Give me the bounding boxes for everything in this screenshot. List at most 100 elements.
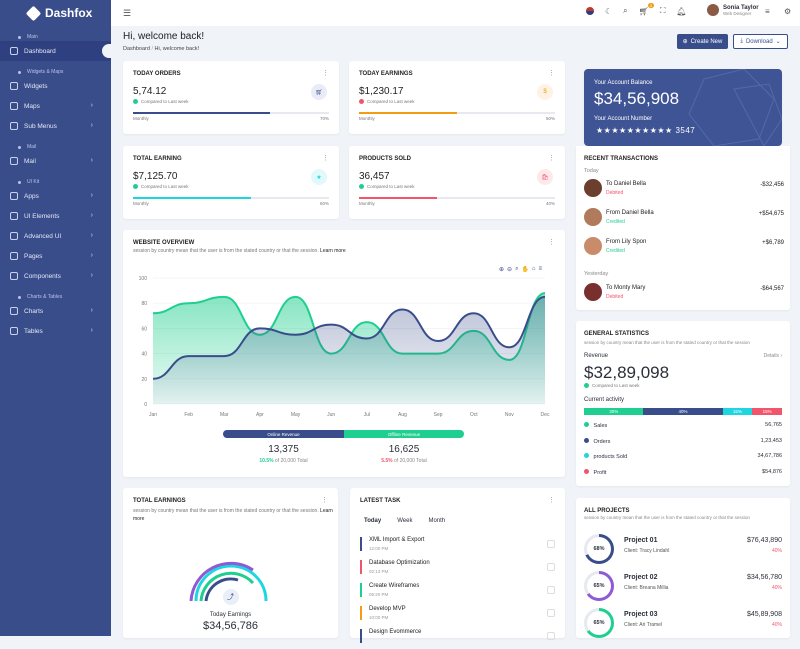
sidebar-item-tables[interactable]: Tables › [0, 321, 111, 341]
sidebar-item-advanced-ui[interactable]: Advanced UI › [0, 226, 111, 246]
sidebar-item-label: Pages [24, 252, 43, 260]
stat-compare-text: Compared to Last week [367, 99, 415, 104]
more-icon[interactable]: ⋮ [548, 239, 555, 246]
more-icon[interactable]: ⋮ [322, 70, 329, 77]
task-item[interactable]: XML Import & Export 12:00 PM [360, 535, 555, 557]
charts-icon [10, 307, 18, 315]
download-button[interactable]: ⤓ Download ⌄ [733, 34, 788, 49]
online-pct: 10.5% [259, 458, 274, 464]
chart-menu-icon[interactable]: ≡ [538, 266, 543, 272]
plus-icon: ⊕ [682, 39, 688, 45]
tab-month[interactable]: Month [428, 518, 446, 524]
create-new-button[interactable]: ⊕ Create New [677, 34, 728, 49]
more-icon[interactable]: ⋮ [548, 155, 555, 162]
transaction-amount: -$64,567 [760, 286, 784, 292]
sidebar-item-charts[interactable]: Charts › [0, 301, 111, 321]
tab-today[interactable]: Today [364, 518, 382, 524]
list-icon[interactable]: ≡ [765, 7, 770, 16]
stat-card: PRODUCTS SOLD ⋮ 36,457 Compared to Last … [349, 146, 565, 219]
sidebar-item-sub-menus[interactable]: Sub Menus › [0, 116, 111, 136]
transaction-name: To Daniel Bella [606, 181, 647, 187]
chevron-right-icon: › [90, 102, 93, 109]
breadcrumb-home[interactable]: Dashboard [123, 46, 150, 52]
project-percent: 40% [771, 548, 782, 554]
projects-title: ALL PROJECTS [584, 508, 630, 514]
website-overview-card: WEBSITE OVERVIEW ⋮ session by country me… [123, 230, 565, 477]
x-tick-label: Jun [327, 412, 335, 418]
activity-segment: 15% [722, 408, 753, 415]
app-logo[interactable]: Dashfox [0, 0, 111, 26]
task-checkbox[interactable] [547, 609, 555, 617]
task-checkbox[interactable] [547, 632, 555, 640]
sidebar-item-widgets[interactable]: Widgets [0, 76, 111, 96]
sidebar-item-maps[interactable]: Maps › [0, 96, 111, 116]
transaction-item[interactable]: To Daniel Bella Debited -$32,456 [584, 179, 784, 201]
cart-icon[interactable]: 🛒︎ 3 [638, 2, 654, 16]
online-revenue-value: 13,375 [268, 444, 299, 455]
zoom-out-icon[interactable]: ⊖ [507, 267, 513, 273]
general-subtitle: session by country mean that the user is… [584, 340, 750, 345]
learn-more-link[interactable]: Learn more [133, 508, 333, 522]
gear-icon[interactable]: ⚙ [784, 7, 792, 16]
zoom-in-icon[interactable]: ⊕ [499, 267, 505, 273]
sidebar-item-label: Sub Menus [24, 122, 57, 130]
transaction-item[interactable]: From Daniel Bella Credited +$54,675 [584, 208, 784, 230]
pan-icon[interactable]: ✋ [521, 267, 529, 273]
project-ring-label: 68% [593, 546, 605, 552]
menu-toggle-icon[interactable]: ☰ [123, 7, 132, 18]
stat-percent: 70% [319, 116, 329, 121]
dark-mode-icon[interactable]: ☾ [605, 6, 613, 16]
fullscreen-icon[interactable]: ⛶ [659, 6, 666, 15]
y-tick-label: 40 [141, 352, 147, 358]
project-item[interactable]: 65% Project 02 Client: Breana Millia $34… [584, 571, 782, 605]
general-statistics-card: GENERAL STATISTICS session by country me… [576, 321, 790, 486]
sub-menus-icon [10, 122, 18, 130]
task-item[interactable]: Database Optimization 02:13 PM [360, 558, 555, 580]
task-checkbox[interactable] [547, 586, 555, 594]
transaction-name: To Monty Mary [606, 285, 646, 291]
search-icon[interactable]: ⌕ [623, 6, 628, 15]
reset-home-icon[interactable]: ⌂ [531, 266, 536, 272]
sidebar-item-components[interactable]: Components › [0, 266, 111, 286]
sidebar-item-label: Mail [24, 157, 36, 165]
zoom-select-icon[interactable]: ⌕ [515, 266, 519, 272]
sidebar-item-ui-elements[interactable]: UI Elements › [0, 206, 111, 226]
sidebar-item-apps[interactable]: Apps › [0, 186, 111, 206]
more-icon[interactable]: ⋮ [548, 70, 555, 77]
more-icon[interactable]: ⋮ [548, 497, 555, 504]
details-link[interactable]: Details › [763, 353, 782, 359]
project-item[interactable]: 68% Project 01 Client: Tracy Lindahl $76… [584, 534, 782, 568]
learn-more-link[interactable]: Learn more [320, 248, 346, 254]
sidebar-section-title: UI Kit [0, 171, 111, 186]
page-header: Hi, welcome back! Dashboard / Hi, welcom… [123, 31, 204, 52]
offline-note: of 20,000 Total [394, 458, 427, 464]
task-checkbox[interactable] [547, 563, 555, 571]
sidebar-item-mail[interactable]: Mail › [0, 151, 111, 171]
project-name: Project 02 [624, 574, 658, 581]
transaction-item[interactable]: To Monty Mary Debited -$64,567 [584, 283, 784, 305]
flag-icon[interactable] [586, 7, 594, 15]
sidebar-item-pages[interactable]: Pages › [0, 246, 111, 266]
task-tabs: Today Week Month [356, 516, 453, 526]
sidebar-item-label: Widgets [24, 82, 48, 90]
tables-icon [10, 327, 18, 335]
more-icon[interactable]: ⋮ [322, 155, 329, 162]
stat-value: 5,74.12 [133, 86, 167, 97]
sidebar-item-dashboard[interactable]: Dashboard [0, 41, 112, 61]
user-menu[interactable]: Sonia Taylor Web Designer [707, 4, 759, 16]
stat-row-label: products Sold [593, 454, 628, 460]
task-item[interactable]: Develop MVP 10:00 PM [360, 604, 555, 626]
stat-card: TODAY EARNINGS ⋮ $1,230.17 Compared to L… [349, 61, 565, 134]
task-checkbox[interactable] [547, 540, 555, 548]
task-item[interactable]: Create Wireframes 06:20 PM [360, 581, 555, 603]
tab-week[interactable]: Week [397, 518, 413, 524]
chart-toolbar: ⊕ ⊖ ⌕ ✋ ⌂ ≡ [499, 266, 542, 273]
sidebar-section-title: Mail [0, 136, 111, 151]
transaction-item[interactable]: From Lily Spon Credited +$6,789 [584, 237, 784, 259]
notification-icon[interactable]: 🔔︎ [676, 6, 687, 16]
earnings-radial-chart [189, 561, 268, 605]
project-item[interactable]: 65% Project 03 Client: Ari Tramel $45,89… [584, 608, 782, 642]
task-item[interactable]: Design Evommerce [360, 627, 555, 649]
more-icon[interactable]: ⋮ [321, 497, 328, 504]
offline-revenue-value: 16,625 [388, 444, 420, 455]
